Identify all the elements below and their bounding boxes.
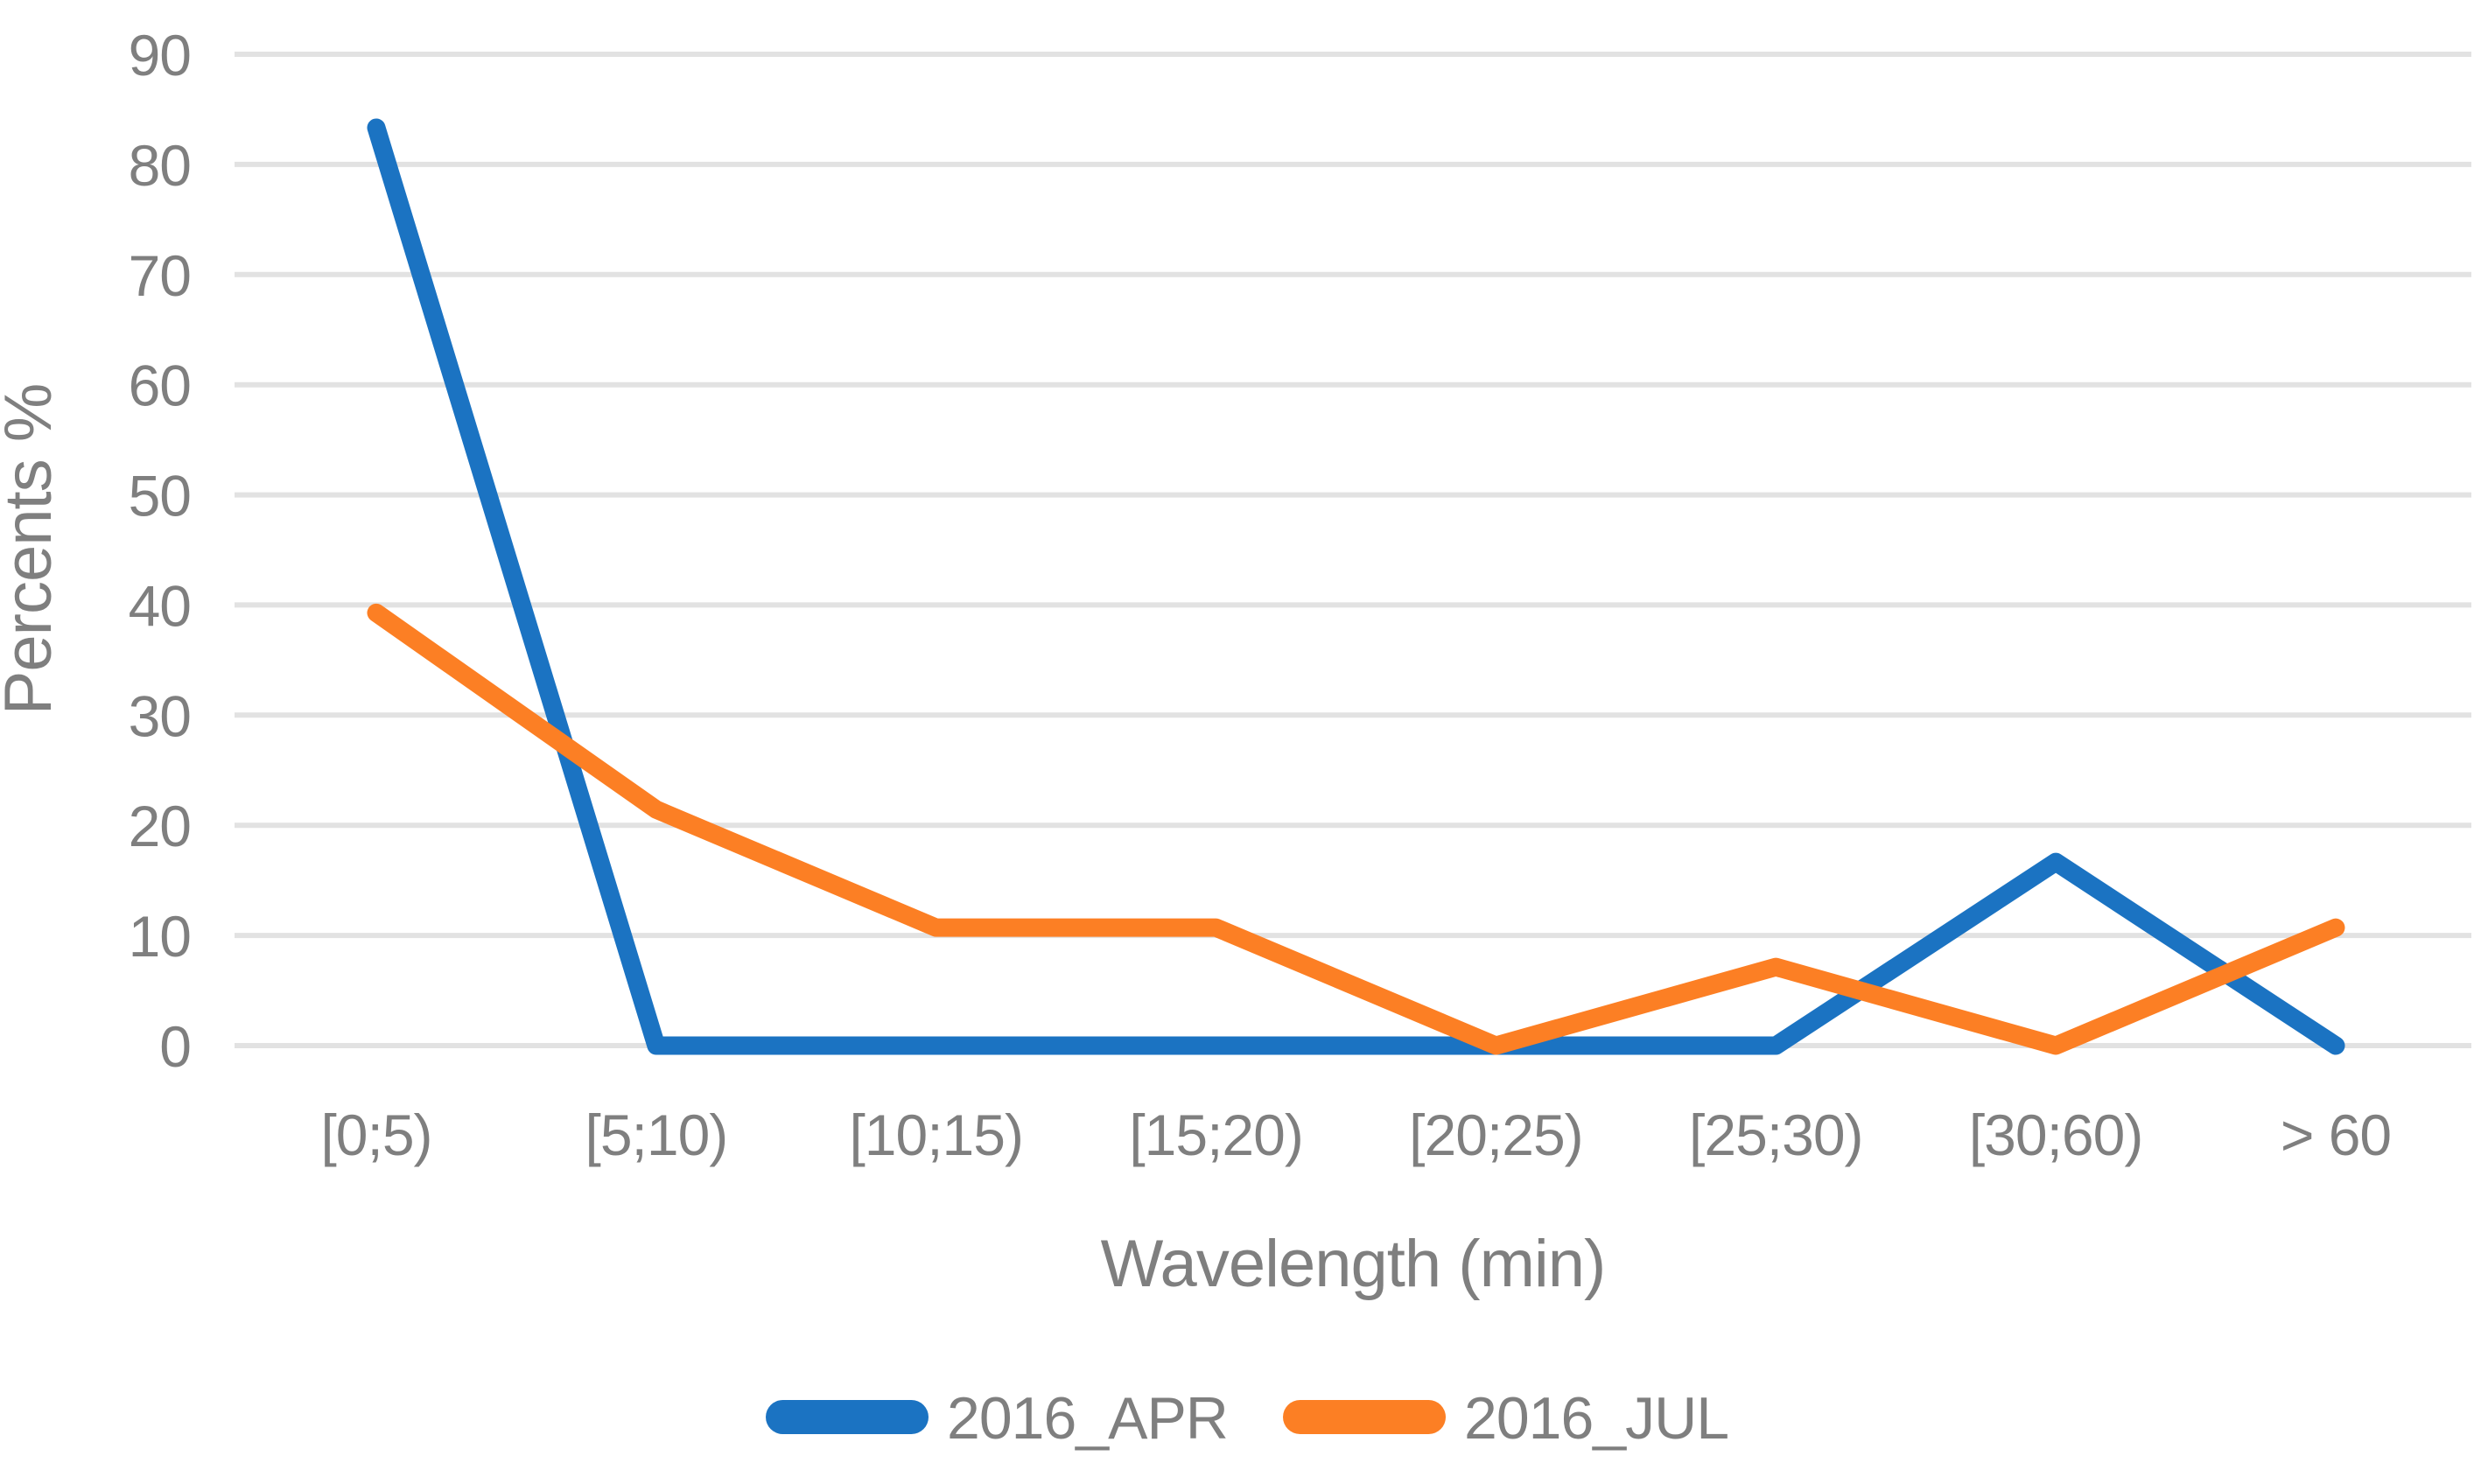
legend: 2016_APR 2016_JUL [766, 1385, 1729, 1452]
x-tick-30-60: [30;60) [1969, 1102, 2142, 1167]
legend-label-2016-jul: 2016_JUL [1464, 1385, 1728, 1452]
y-tick-70: 70 [129, 243, 191, 308]
y-axis-title: Percents % [0, 384, 66, 716]
y-tick-10: 10 [129, 904, 191, 969]
legend-item-2016-jul: 2016_JUL [1283, 1385, 1729, 1452]
y-tick-80: 80 [129, 133, 191, 198]
plot-series [367, 118, 2345, 1055]
x-tick-25-30: [25;30) [1689, 1102, 1862, 1167]
x-tick-0-5: [0;5) [320, 1102, 431, 1167]
y-tick-60: 60 [129, 354, 191, 418]
y-tick-90: 90 [129, 23, 191, 88]
y-tick-40: 40 [129, 573, 191, 638]
x-axis-tick-labels: [0;5) [5;10) [10;15) [15;20) [20;25) [25… [320, 1102, 2392, 1167]
x-tick-5-10: [5;10) [585, 1102, 728, 1167]
y-tick-50: 50 [129, 464, 191, 528]
gridlines [235, 52, 2471, 1048]
y-axis-tick-labels: 90 80 70 60 50 40 30 20 10 0 [129, 23, 192, 1079]
legend-swatch-2016-jul [1283, 1400, 1446, 1434]
x-tick-20-25: [20;25) [1409, 1102, 1582, 1167]
y-tick-0: 0 [159, 1014, 191, 1079]
x-tick-15-20: [15;20) [1129, 1102, 1302, 1167]
legend-swatch-2016-apr [766, 1400, 929, 1434]
legend-item-2016-apr: 2016_APR [766, 1385, 1229, 1452]
series-line-2016-apr [367, 118, 2345, 1055]
x-tick-gt-60: > 60 [2281, 1102, 2391, 1167]
x-tick-10-15: [10;15) [849, 1102, 1022, 1167]
y-tick-20: 20 [129, 794, 191, 858]
x-axis-title: Wavelength (min) [1101, 1227, 1606, 1301]
series-line-2016-jul [367, 603, 2345, 1055]
y-tick-30: 30 [129, 683, 191, 748]
legend-label-2016-apr: 2016_APR [947, 1385, 1228, 1452]
